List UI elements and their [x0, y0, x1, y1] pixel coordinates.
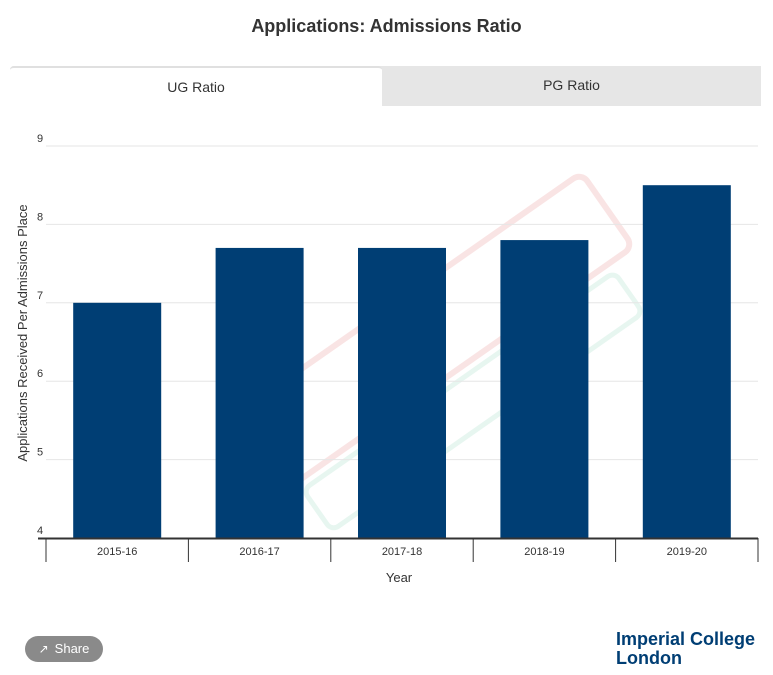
tab-bar: UG Ratio PG Ratio [10, 66, 761, 106]
x-tick-label: 2016-17 [239, 546, 279, 558]
x-axis-title: Year [386, 570, 413, 585]
y-tick-label: 8 [37, 211, 43, 223]
y-tick-label: 9 [37, 133, 43, 145]
bar-2018-19[interactable] [500, 240, 589, 538]
share-icon: ↗ [38, 642, 49, 656]
bar-2015-16[interactable] [73, 302, 162, 538]
logo-line-2: London [616, 648, 682, 668]
share-label: Share [54, 641, 90, 656]
bar-2017-18[interactable] [358, 247, 446, 539]
x-tick-label: 2017-18 [382, 546, 422, 558]
x-tick-label: 2015-16 [97, 546, 137, 558]
bar-2019-20[interactable] [642, 185, 731, 538]
imperial-college-logo: Imperial College London [616, 630, 766, 668]
y-tick-label: 4 [37, 525, 43, 537]
x-tick-label: 2019-20 [667, 546, 707, 558]
tab-pg-ratio[interactable]: PG Ratio [382, 66, 761, 106]
share-button[interactable]: ↗ Share [25, 636, 103, 662]
logo-line-1: Imperial College [616, 629, 756, 649]
y-axis-title: Applications Received Per Admissions Pla… [15, 204, 30, 461]
y-tick-label: 6 [37, 368, 43, 380]
x-tick-label: 2018-19 [524, 546, 564, 558]
y-tick-label: 7 [37, 290, 43, 302]
y-tick-label: 5 [37, 447, 43, 459]
chart-title: Applications: Admissions Ratio [251, 16, 522, 36]
bar-2016-17[interactable] [215, 247, 304, 539]
tab-ug-ratio[interactable]: UG Ratio [10, 66, 382, 106]
